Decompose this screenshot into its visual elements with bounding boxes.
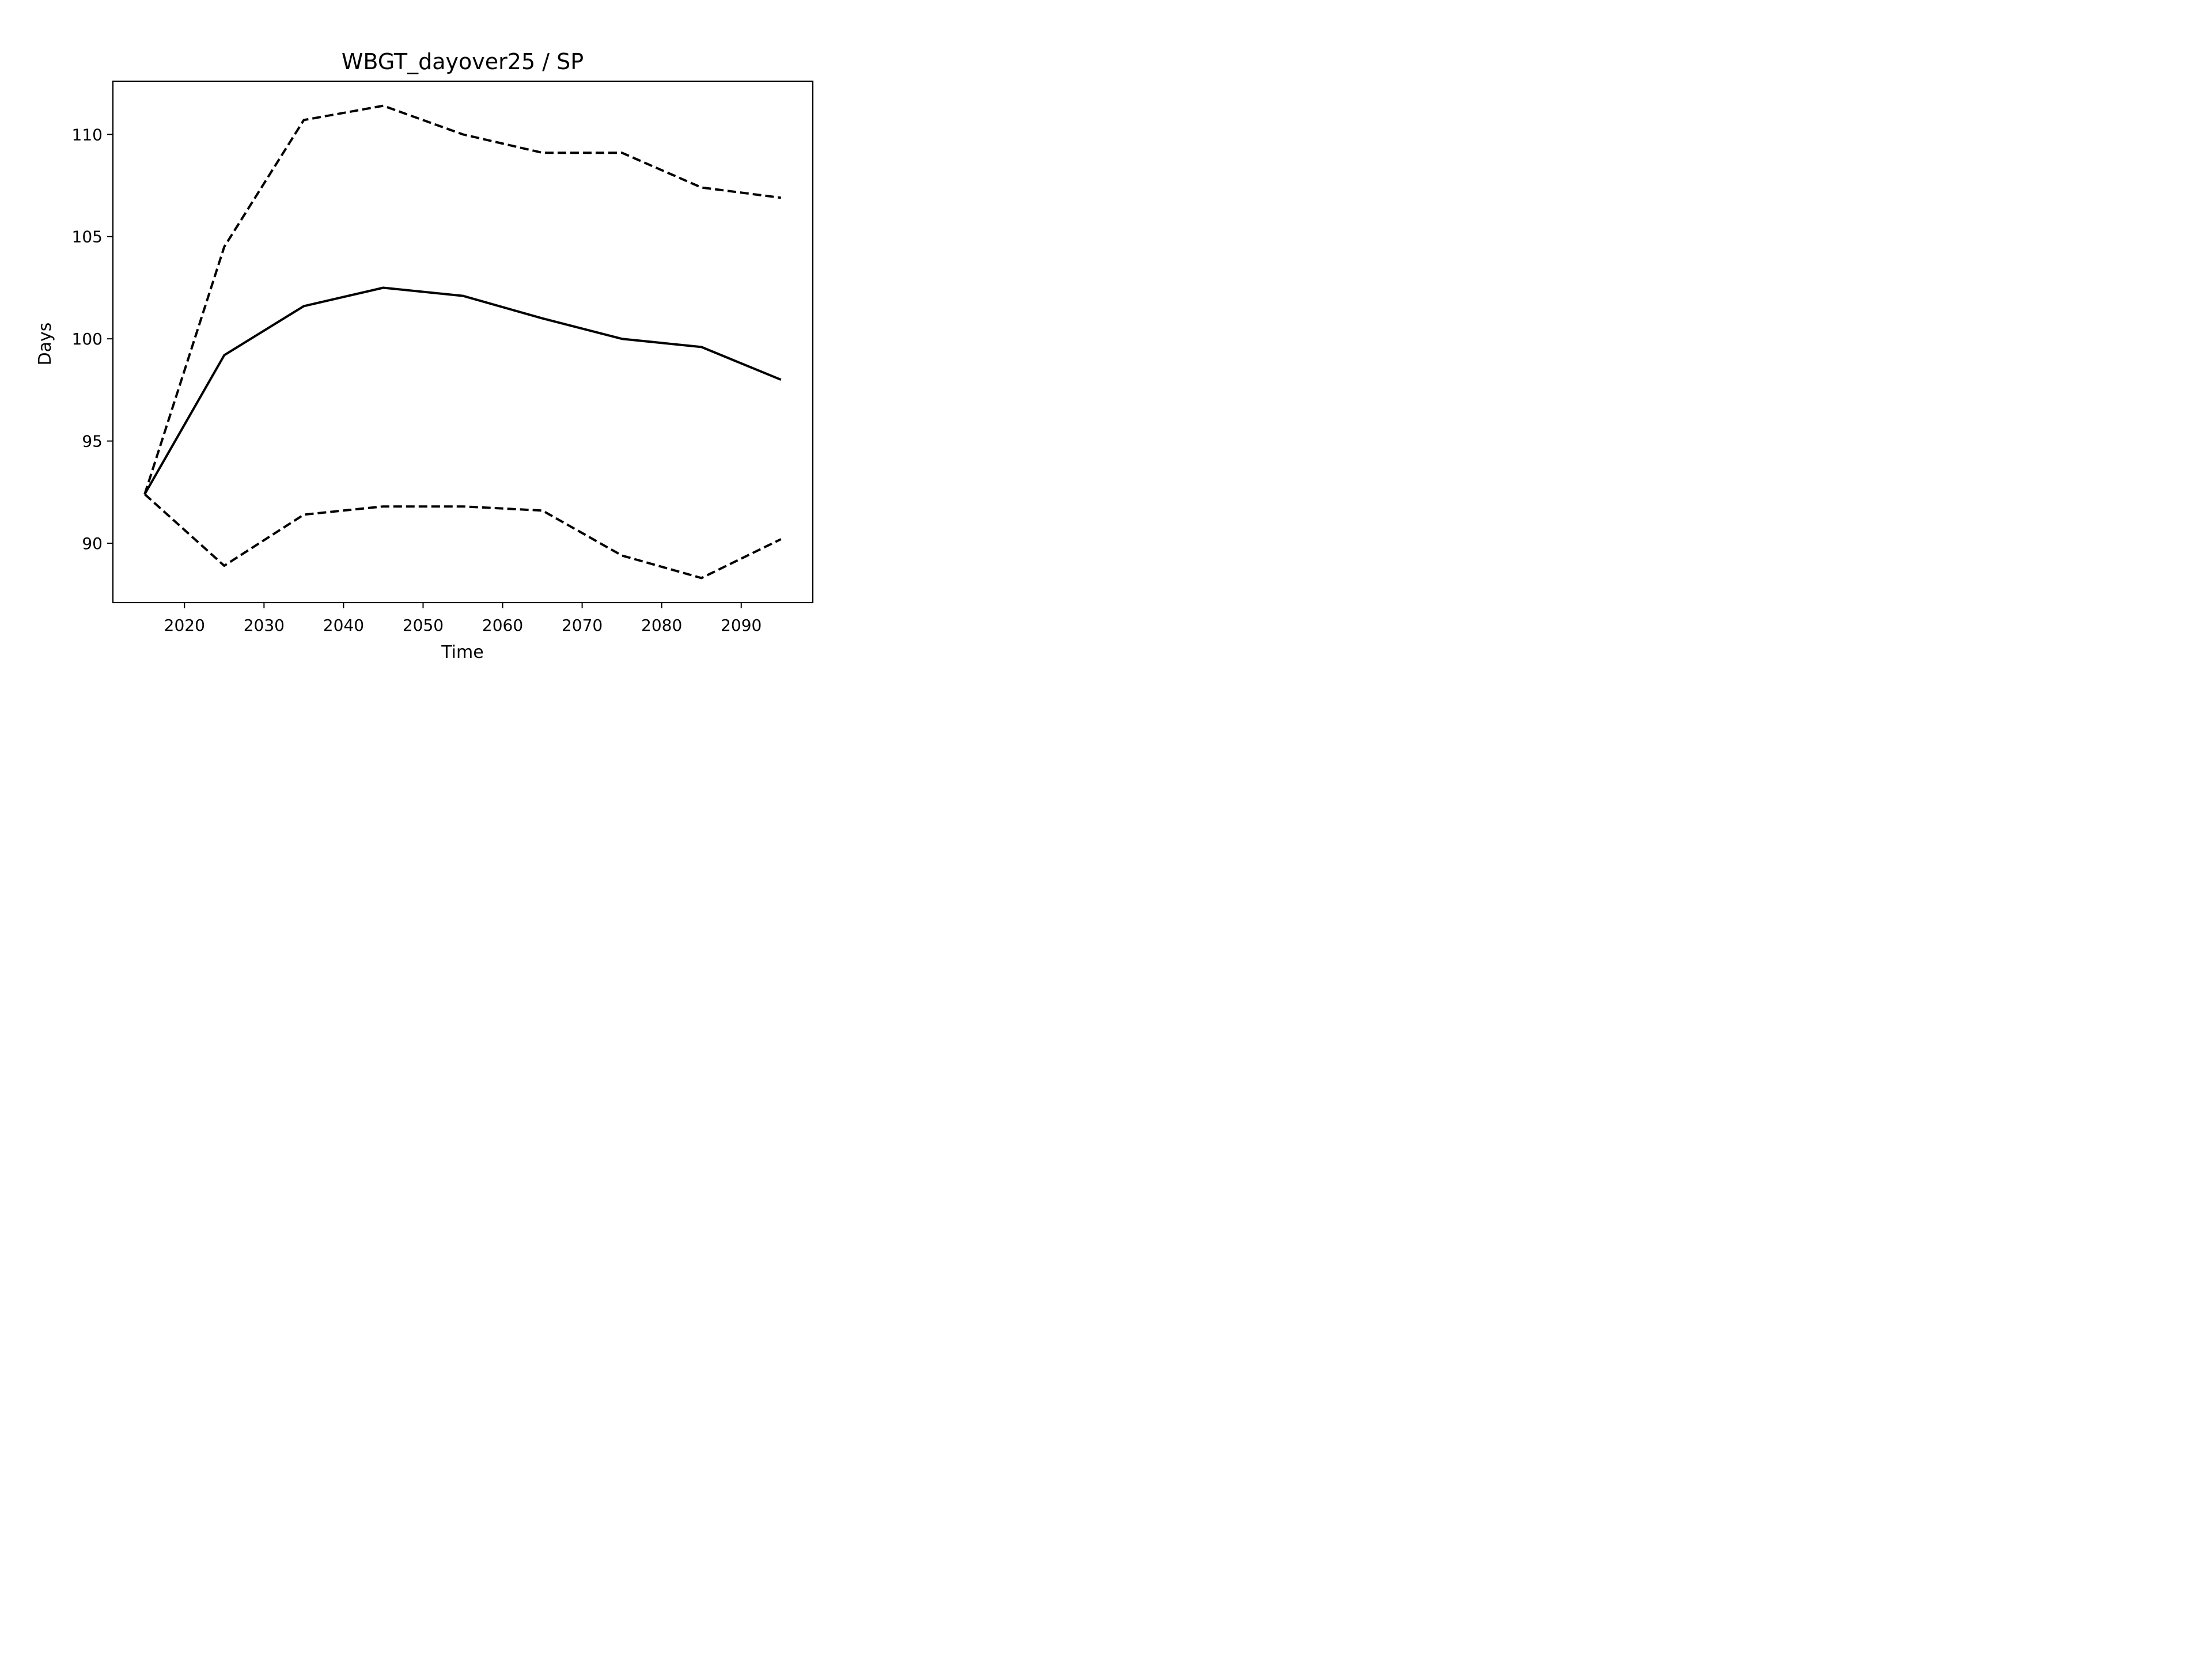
x-tick-label: 2060 [482, 616, 523, 635]
y-tick-label: 105 [72, 228, 103, 247]
chart: WBGT_dayover25 / SP Time Days 2020 2030 20… [0, 0, 891, 668]
x-tick-label: 2090 [721, 616, 762, 635]
x-tick-label: 2020 [164, 616, 205, 635]
y-axis-label: Days [35, 323, 55, 366]
x-tick-label: 2070 [562, 616, 603, 635]
x-axis-label: Time [441, 642, 483, 662]
x-tick-label: 2080 [641, 616, 682, 635]
figure-background [0, 0, 891, 668]
axes-frame [112, 80, 814, 604]
x-tick-label: 2030 [244, 616, 285, 635]
chart-title: WBGT_dayover25 / SP [342, 49, 584, 74]
line-chart: WBGT_dayover25 / SP Time Days 2020 2030 20… [0, 0, 891, 668]
series-line-2 [143, 104, 782, 495]
series-line-3 [143, 493, 782, 579]
y-tick-label: 110 [72, 125, 103, 144]
x-tick-label: 2050 [403, 616, 444, 635]
series-line-1 [143, 286, 782, 495]
y-tick-label: 100 [72, 329, 103, 349]
x-tick-label: 2040 [323, 616, 364, 635]
plot-area: 2020 2030 2040 2050 2060 2070 2080 2090 90 95 100 1… [72, 80, 814, 635]
y-tick-label: 90 [82, 534, 103, 553]
y-tick-label: 95 [82, 432, 103, 451]
